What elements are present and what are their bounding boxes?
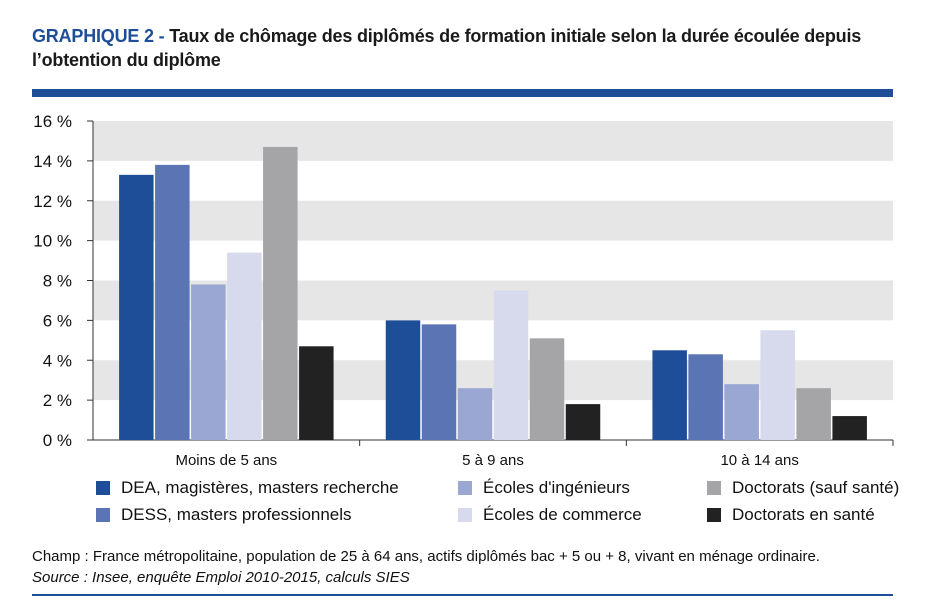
grid-band	[93, 280, 893, 321]
y-tick-label: 4 %	[43, 351, 72, 370]
bar	[299, 346, 334, 440]
top-rule	[32, 89, 893, 97]
legend-item: Écoles de commerce	[458, 505, 642, 525]
bar	[760, 330, 795, 440]
legend-item: DEA, magistères, masters recherche	[96, 478, 399, 498]
bottom-rule	[32, 594, 893, 596]
legend-label: DESS, masters professionnels	[121, 505, 352, 524]
legend-swatch	[96, 508, 110, 522]
y-tick-label: 2 %	[43, 391, 72, 410]
bar	[191, 284, 226, 440]
chart-notes: Champ : France métropolitaine, populatio…	[32, 546, 912, 588]
bar	[263, 146, 298, 440]
y-tick-label: 8 %	[43, 272, 72, 291]
legend-item: Doctorats en santé	[707, 505, 875, 525]
chart-title-text: Taux de chômage des diplômés de formatio…	[32, 26, 862, 70]
note-champ: Champ : France métropolitaine, populatio…	[32, 548, 820, 565]
chart-legend: DEA, magistères, masters recherche DESS, …	[0, 478, 938, 534]
legend-label: Doctorats (sauf santé)	[732, 478, 900, 497]
bar	[796, 388, 831, 440]
chart-title: GRAPHIQUE 2 - Taux de chômage des diplôm…	[32, 24, 912, 72]
legend-label: DEA, magistères, masters recherche	[121, 478, 399, 497]
x-category-label: 5 à 9 ans	[462, 452, 524, 469]
y-tick-label: 10 %	[33, 232, 72, 251]
grid-band	[93, 121, 893, 161]
bar	[652, 350, 687, 440]
bar	[227, 252, 262, 440]
bar	[421, 324, 457, 440]
y-tick-label: 12 %	[33, 192, 72, 211]
legend-swatch	[458, 508, 472, 522]
bar	[724, 384, 759, 440]
grid-band	[93, 200, 893, 241]
bar	[565, 404, 601, 440]
y-tick-label: 0 %	[43, 431, 72, 450]
bar	[457, 388, 493, 440]
bar	[529, 338, 565, 440]
legend-item: Écoles d'ingénieurs	[458, 478, 630, 498]
legend-swatch	[96, 481, 110, 495]
legend-label: Écoles d'ingénieurs	[483, 478, 630, 497]
legend-item: DESS, masters professionnels	[96, 505, 352, 525]
bar	[832, 416, 867, 440]
y-tick-label: 6 %	[43, 311, 72, 330]
note-source: Source : Insee, enquête Emploi 2010-2015…	[32, 569, 410, 586]
y-tick-label: 16 %	[33, 112, 72, 131]
legend-label: Doctorats en santé	[732, 505, 875, 524]
legend-swatch	[707, 508, 721, 522]
bar	[493, 290, 529, 440]
y-tick-label: 14 %	[33, 152, 72, 171]
x-category-label: Moins de 5 ans	[175, 452, 277, 469]
legend-label: Écoles de commerce	[483, 505, 642, 524]
bar	[385, 320, 421, 440]
bar	[119, 174, 154, 441]
x-category-label: 10 à 14 ans	[720, 452, 798, 469]
grid-band	[93, 360, 893, 401]
bar	[155, 164, 190, 441]
bar-chart: 0 % 2 % 4 % 6 % 8 % 10 % 12 % 14 % 16 % Moins de …	[33, 112, 894, 469]
legend-swatch	[707, 481, 721, 495]
legend-item: Doctorats (sauf santé)	[707, 478, 899, 498]
legend-swatch	[458, 481, 472, 495]
bar	[688, 354, 723, 440]
chart-title-prefix: GRAPHIQUE 2 -	[32, 26, 170, 46]
